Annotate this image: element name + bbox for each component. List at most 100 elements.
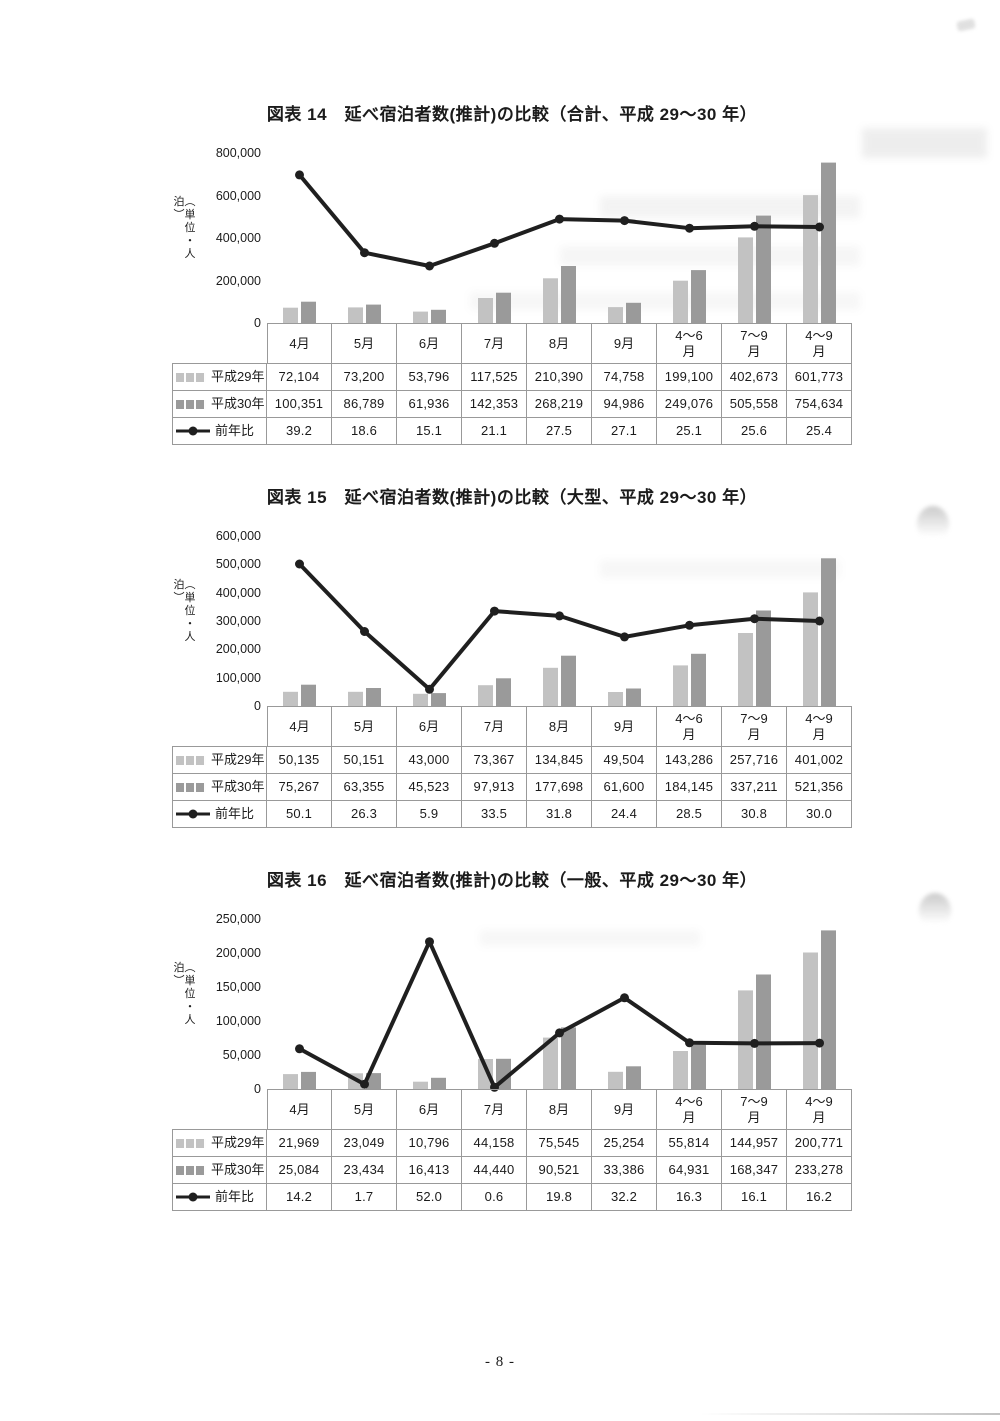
series-name: 平成29年 <box>211 369 265 385</box>
bar-series0-cat0 <box>283 691 298 706</box>
yoy-marker-cat1 <box>360 248 369 258</box>
yoy-value-cell: 16.1 <box>722 1184 787 1211</box>
yoy-value-cell: 24.4 <box>592 801 657 828</box>
series-name: 平成30年 <box>211 396 265 412</box>
chart-canvas: （単位・人泊） 800,000 600,000 400,000 200,000 0 <box>172 146 852 330</box>
page-footer: - 8 - <box>0 1354 1000 1371</box>
category-header: 4～6 月 <box>657 1089 722 1130</box>
table-corner-blank <box>172 1089 267 1130</box>
series-row-label: 平成29年 <box>172 364 267 391</box>
y-tick-label: 500,000 <box>215 557 261 572</box>
y-tick-label: 200,000 <box>215 273 261 288</box>
y-tick-label: 250,000 <box>215 912 261 926</box>
yoy-value-cell: 39.2 <box>267 418 332 445</box>
y-tick-label: 600,000 <box>215 188 261 203</box>
yoy-marker-cat8 <box>815 222 824 232</box>
category-header: 8月 <box>527 706 592 747</box>
bar-series1-cat6 <box>691 1044 706 1089</box>
series-row-label: 平成29年 <box>172 1130 267 1157</box>
figure-15: 図表 15 延べ宿泊者数(推計)の比較（大型、平成 29～30 年） （単位・人泊… <box>172 483 852 828</box>
table-corner-blank <box>172 323 267 364</box>
yoy-marker-cat0 <box>295 559 304 569</box>
category-header: 4～9 月 <box>787 323 852 364</box>
y-tick-label: 150,000 <box>215 980 261 994</box>
bar-series0-cat6 <box>673 1051 688 1089</box>
yoy-marker-cat6 <box>685 1038 694 1048</box>
value-cell: 64,931 <box>657 1157 722 1184</box>
value-cell: 97,913 <box>462 774 527 801</box>
yoy-value-cell: 28.5 <box>657 801 722 828</box>
value-cell: 50,151 <box>332 747 397 774</box>
category-header: 4月 <box>267 323 332 364</box>
series-row-label: 平成30年 <box>172 391 267 418</box>
value-cell: 117,525 <box>462 364 527 391</box>
series-name: 平成30年 <box>211 779 265 795</box>
yoy-marker-cat3 <box>490 606 499 616</box>
bar-series0-cat5 <box>608 1071 623 1089</box>
legend-bar-swatch <box>176 399 206 409</box>
value-cell: 53,796 <box>397 364 462 391</box>
category-header: 7～9 月 <box>722 323 787 364</box>
category-header: 9月 <box>592 323 657 364</box>
legend-bar-swatch <box>176 1138 206 1148</box>
bar-series0-cat3 <box>478 685 493 706</box>
yoy-marker-cat1 <box>360 1079 369 1089</box>
yoy-marker-cat4 <box>555 1028 564 1038</box>
category-header: 4月 <box>267 706 332 747</box>
legend-line-swatch <box>176 1192 210 1202</box>
y-tick-label: 100,000 <box>215 670 261 685</box>
value-cell: 142,353 <box>462 391 527 418</box>
series-name: 前年比 <box>215 806 255 822</box>
bar-series0-cat2 <box>413 693 428 706</box>
yoy-value-cell: 21.1 <box>462 418 527 445</box>
yoy-marker-cat0 <box>295 170 304 180</box>
bar-series1-cat7 <box>756 974 771 1089</box>
bar-series1-cat5 <box>626 1066 641 1089</box>
bar-series1-cat5 <box>626 302 641 323</box>
bar-series1-cat7 <box>756 610 771 706</box>
bar-series0-cat3 <box>478 1059 493 1089</box>
value-cell: 21,969 <box>267 1130 332 1157</box>
yoy-value-cell: 1.7 <box>332 1184 397 1211</box>
yoy-marker-cat2 <box>425 684 434 694</box>
bar-series0-cat6 <box>673 280 688 323</box>
plot-svg <box>283 930 836 1092</box>
yoy-value-cell: 15.1 <box>397 418 462 445</box>
bar-series1-cat8 <box>821 558 836 706</box>
category-header: 9月 <box>592 1089 657 1130</box>
value-cell: 268,219 <box>527 391 592 418</box>
category-header: 7月 <box>462 1089 527 1130</box>
category-header: 8月 <box>527 1089 592 1130</box>
y-tick-label: 0 <box>254 316 261 330</box>
yoy-marker-cat6 <box>685 223 694 233</box>
yoy-marker-cat3 <box>490 238 499 248</box>
yoy-value-cell: 14.2 <box>267 1184 332 1211</box>
bar-series0-cat4 <box>543 667 558 706</box>
value-cell: 73,200 <box>332 364 397 391</box>
bar-series0-cat6 <box>673 665 688 706</box>
value-cell: 49,504 <box>592 747 657 774</box>
chart-title: 図表 14 延べ宿泊者数(推計)の比較（合計、平成 29～30 年） <box>266 105 758 124</box>
value-cell: 61,600 <box>592 774 657 801</box>
value-cell: 200,771 <box>787 1130 852 1157</box>
value-cell: 401,002 <box>787 747 852 774</box>
yoy-marker-cat6 <box>685 620 694 630</box>
value-cell: 23,049 <box>332 1130 397 1157</box>
series-row-label: 平成29年 <box>172 747 267 774</box>
value-cell: 25,254 <box>592 1130 657 1157</box>
yoy-marker-cat7 <box>750 614 759 624</box>
y-tick-label: 400,000 <box>215 231 261 245</box>
category-header: 7月 <box>462 323 527 364</box>
series-name: 前年比 <box>215 423 255 439</box>
series-name: 前年比 <box>215 1189 255 1205</box>
yoy-value-cell: 32.2 <box>592 1184 657 1211</box>
yoy-value-cell: 18.6 <box>332 418 397 445</box>
value-cell: 90,521 <box>527 1157 592 1184</box>
scan-bleedthrough-smudge <box>862 128 987 158</box>
value-cell: 45,523 <box>397 774 462 801</box>
category-header: 4～6 月 <box>657 323 722 364</box>
value-cell: 75,545 <box>527 1130 592 1157</box>
chart-title: 図表 16 延べ宿泊者数(推計)の比較（一般、平成 29～30 年） <box>266 871 758 890</box>
yoy-value-cell: 30.0 <box>787 801 852 828</box>
plot-svg <box>283 558 836 706</box>
